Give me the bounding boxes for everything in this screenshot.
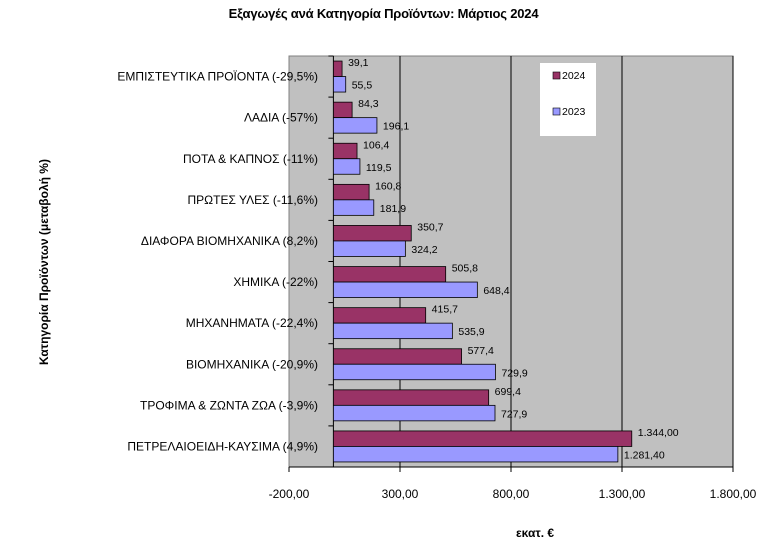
bar-2024: [332, 183, 370, 201]
bar-2024: [332, 225, 412, 242]
data-label-2023: 729,9: [501, 367, 527, 379]
bar-2024: [332, 142, 358, 160]
bar-2024: [332, 60, 343, 77]
data-label-2024: 106,4: [363, 139, 389, 151]
bar-2024: [332, 266, 447, 283]
data-label-2023: 535,9: [458, 326, 484, 338]
legend-label: 2024: [562, 70, 586, 82]
category-label: ΔΙΑΦΟΡΑ ΒΙΟΜΗΧΑΝΙΚΑ (8,2%): [141, 234, 318, 248]
bar-2023: [332, 281, 478, 298]
bar-2023: [332, 363, 496, 381]
x-tick-label: 1.800,00: [710, 487, 757, 501]
bar-2024: [332, 101, 353, 119]
x-tick-label: -200,00: [269, 487, 310, 501]
category-label: ΛΑΔΙΑ (-57%): [244, 111, 318, 125]
category-label: ΠΟΤΑ & ΚΑΠΝΟΣ (-11%): [183, 152, 318, 166]
data-label-2024: 415,7: [432, 304, 458, 316]
data-label-2023: 181,9: [380, 203, 406, 215]
data-label-2024: 577,4: [468, 345, 494, 357]
category-label: ΜΗΧΑΝΗΜΑΤΑ (-22,4%): [186, 316, 318, 330]
category-label: ΕΜΠΙΣΤΕΥΤΙΚΑ ΠΡΟΪΟΝΤΑ (-29,5%): [117, 70, 318, 84]
bar-2023: [332, 199, 375, 216]
data-label-2024: 699,4: [495, 386, 521, 398]
category-label: ΠΕΤΡΕΛΑΙΟΕΙΔΗ-ΚΑΥΣΙΜΑ (4,9%): [127, 439, 318, 453]
bar-2023: [332, 404, 496, 422]
category-label: ΧΗΜΙΚΑ (-22%): [233, 275, 318, 289]
bar-2024: [332, 307, 427, 324]
data-label-2024: 84,3: [358, 98, 379, 110]
x-tick-label: 800,00: [493, 487, 530, 501]
data-label-2023: 55,5: [352, 80, 373, 92]
x-tick-label: 1.300,00: [599, 487, 646, 501]
bar-2023: [332, 446, 619, 463]
chart-title: Εξαγωγές ανά Κατηγορία Προϊόντων: Μάρτιο…: [228, 6, 539, 21]
legend-box: [540, 63, 596, 136]
x-axis-title: εκατ. €: [515, 526, 555, 540]
bar-2023: [332, 322, 453, 340]
bar-2024: [332, 348, 462, 365]
legend-swatch: [552, 107, 561, 116]
bar-2023: [332, 117, 378, 134]
bar-2024: [332, 430, 633, 447]
data-label-2024: 39,1: [348, 57, 369, 69]
bar-2023: [332, 76, 347, 93]
category-label: ΤΡΟΦΙΜΑ & ΖΩΝΤΑ ΖΩΑ (-3,9%): [140, 398, 318, 412]
x-tick-label: 300,00: [382, 487, 419, 501]
data-label-2024: 350,7: [417, 221, 443, 233]
legend-label: 2023: [562, 106, 586, 118]
bar-2024: [332, 389, 490, 406]
data-label-2023: 196,1: [383, 121, 409, 133]
bar-2023: [332, 158, 361, 175]
data-label-2023: 119,5: [366, 162, 392, 174]
data-label-2024: 160,8: [375, 180, 401, 192]
bar-2023: [332, 240, 406, 257]
data-label-2023: 727,9: [501, 408, 527, 420]
data-label-2023: 648,4: [483, 285, 509, 297]
category-label: ΠΡΩΤΕΣ ΥΛΕΣ (-11,6%): [187, 193, 318, 207]
data-label-2024: 1.344,00: [638, 427, 679, 439]
category-label: ΒΙΟΜΗΧΑΝΙΚΑ (-20,9%): [186, 357, 318, 371]
data-label-2023: 1.281,40: [624, 449, 665, 461]
legend-swatch: [552, 71, 561, 80]
data-label-2024: 505,8: [452, 263, 478, 275]
data-label-2023: 324,2: [411, 244, 437, 256]
